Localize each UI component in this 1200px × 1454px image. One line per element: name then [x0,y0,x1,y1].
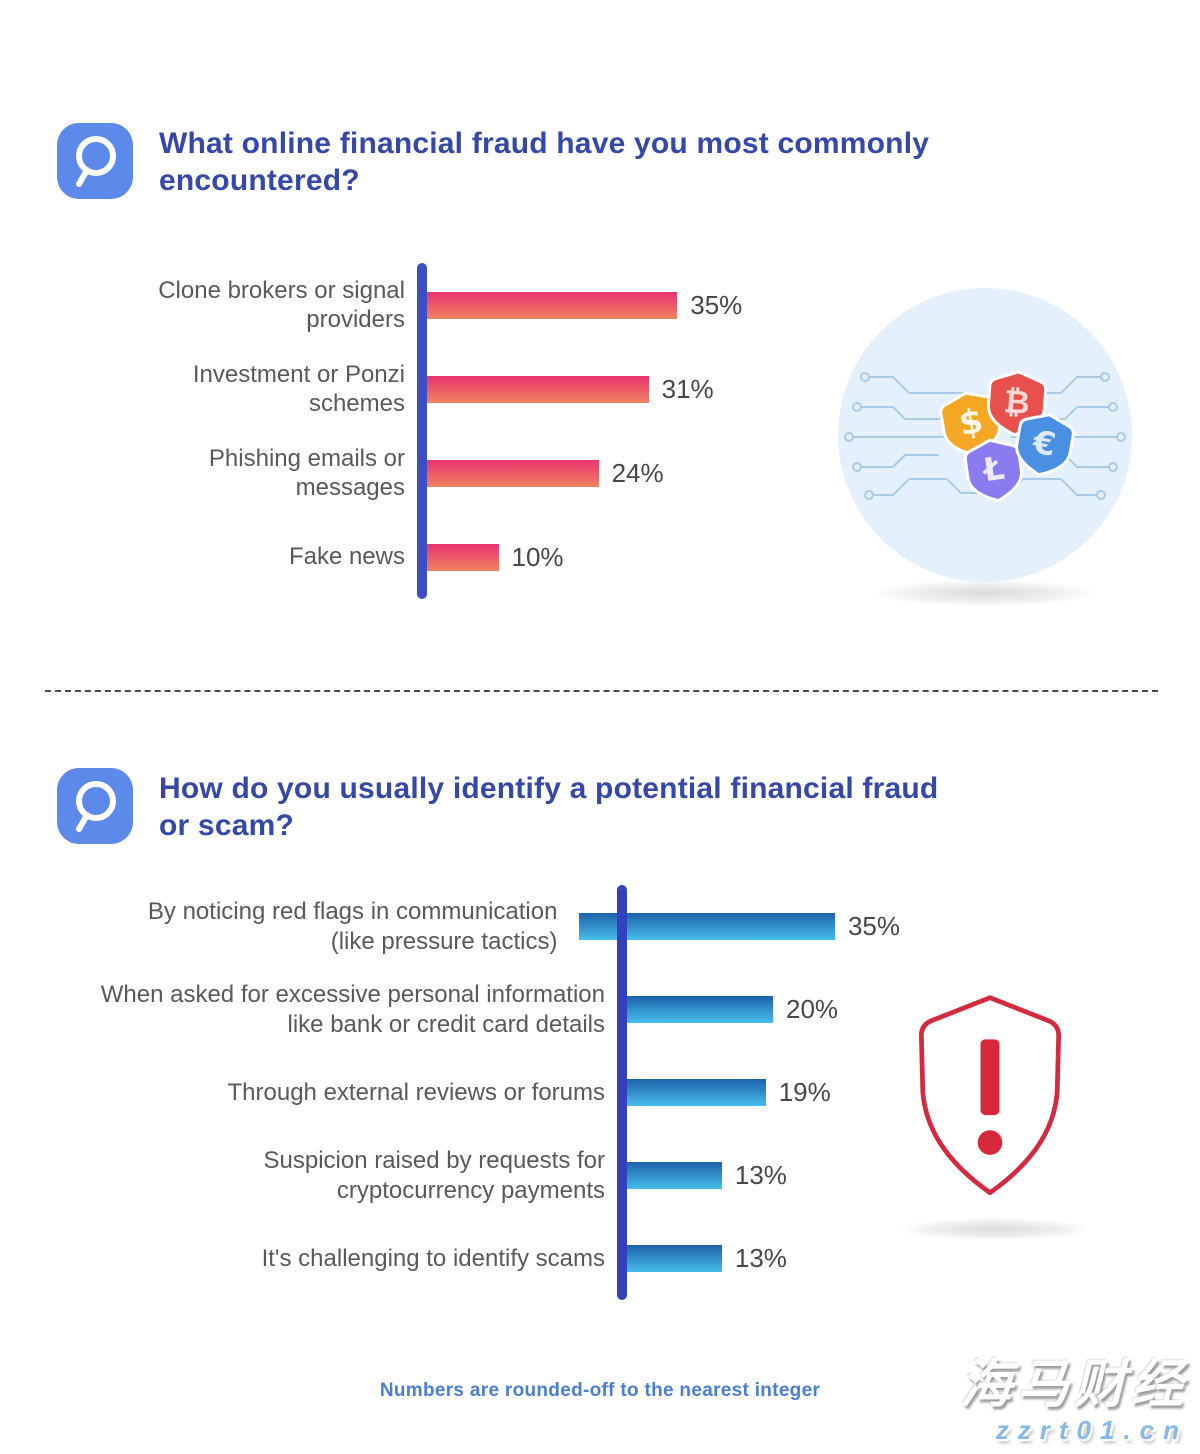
bar [427,543,499,571]
bar-track: 20% [627,994,838,1025]
bar-value-label: 10% [511,541,564,572]
bar-value-label: 35% [690,289,743,320]
fraud-identification-bar-chart: By noticing red flags in communication (… [40,885,900,1300]
chart-axis-line [617,885,627,1300]
bar-value-label: 13% [734,1160,787,1190]
watermark-brand: 海马财经 [959,1356,1188,1415]
question-magnifier-icon [57,768,133,844]
bar [627,1245,722,1272]
bar [627,1079,766,1106]
bar [627,1162,722,1189]
bar-track: 13% [627,1160,787,1191]
bar-category-label: Suspicion raised by requests for cryptoc… [263,1147,605,1204]
bar-row: Clone brokers or signal providers 35% [100,263,820,347]
bar [427,459,599,487]
euro-shield-icon: € [1015,413,1075,477]
bar-row: Fake news 10% [100,515,820,599]
bar [427,291,678,319]
question-2-header: How do you usually identify a potential … [57,768,938,844]
chart-rows: Clone brokers or signal providers 35% Inve… [100,263,820,599]
dashed-divider [45,690,1158,692]
bar-row: Investment or Ponzi schemes 31% [100,347,820,431]
watermark: 海马财经 zzrt01.cn [960,1358,1188,1446]
bar-value-label: 31% [661,373,714,404]
bar-track: 24% [427,458,664,489]
question-2-title: How do you usually identify a potential … [159,772,939,842]
question-magnifier-icon [57,123,133,199]
bar-category-label: Fake news [288,543,405,571]
svg-text:₿: ₿ [1002,382,1031,422]
bar-row: Through external reviews or forums 19% [40,1051,900,1134]
exclamation-bar [980,1039,1000,1116]
chart-rows: By noticing red flags in communication (… [40,885,900,1300]
illustration-shadow [875,580,1095,606]
bar-track: 35% [579,911,900,942]
bar-category-label: When asked for excessive personal inform… [100,981,605,1038]
bar-row: It's challenging to identify scams 13% [40,1217,900,1300]
warning-shield-illustration [900,992,1090,1240]
bar-row: Suspicion raised by requests for cryptoc… [40,1134,900,1217]
bar [627,996,773,1023]
currency-shields-illustration: $ ₿ Ł € [835,285,1135,606]
bar-value-label: 35% [847,911,900,941]
fraud-types-bar-chart: Clone brokers or signal providers 35% Inve… [100,263,820,599]
warning-shield-graphic [918,995,1062,1196]
bar-row: By noticing red flags in communication (… [40,885,900,968]
footnote: Numbers are rounded-off to the nearest i… [379,1380,821,1401]
illustration-shadow [900,1218,1090,1240]
bar-category-label: Investment or Ponzi schemes [192,360,405,417]
magnifier-q-glyph [76,136,116,187]
bar-value-label: 24% [611,457,664,488]
bar-value-label: 19% [778,1077,831,1107]
bar-category-label: Phishing emails or messages [208,444,405,501]
bar-track: 35% [427,290,742,321]
dollar-shield-icon: $ [939,391,1002,457]
bar-value-label: 13% [734,1243,787,1273]
bar-value-label: 20% [786,994,839,1024]
bar-row: When asked for excessive personal inform… [40,968,900,1051]
bar-row: Phishing emails or messages 24% [100,431,820,515]
magnifier-q-glyph [76,781,116,832]
currency-circuit-graphic: $ ₿ Ł € [838,288,1132,582]
bar-track: 13% [627,1243,787,1274]
bar-track: 19% [627,1077,831,1108]
exclamation-dot [977,1130,1003,1155]
bar [427,375,649,403]
watermark-url: zzrt01.cn [995,1415,1188,1445]
bar-track: 31% [427,374,714,405]
chart-axis-line [417,263,427,599]
bar-category-label: Through external reviews or forums [227,1078,605,1106]
bar-category-label: It's challenging to identify scams [261,1244,605,1272]
question-1-header: What online financial fraud have you mos… [57,123,929,199]
bar-category-label: By noticing red flags in communication (… [147,898,558,955]
bar-category-label: Clone brokers or signal providers [158,276,405,333]
question-1-title: What online financial fraud have you mos… [159,127,930,197]
bar-track: 10% [427,542,564,573]
